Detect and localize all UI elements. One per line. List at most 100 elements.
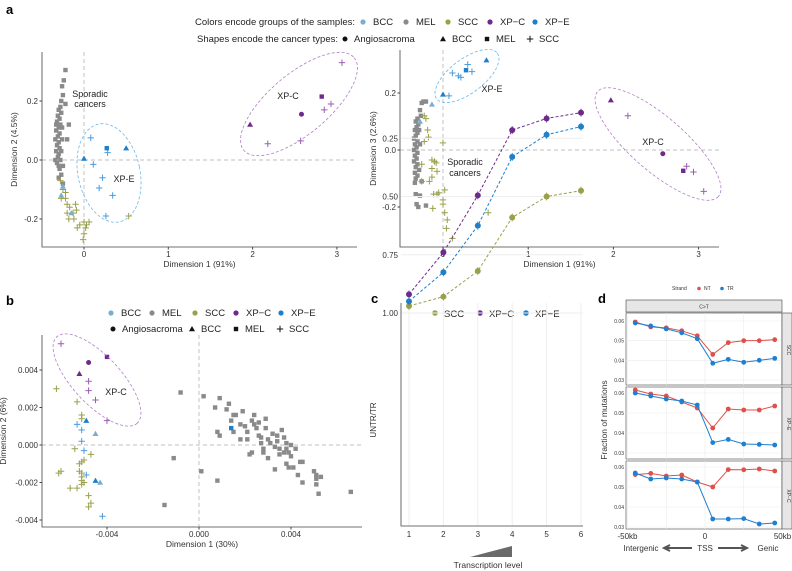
data-point-TR — [772, 442, 778, 448]
point-mel — [416, 127, 422, 133]
data-point-TR — [725, 356, 731, 362]
point-mel — [281, 450, 287, 455]
point-mel — [252, 412, 257, 418]
data-point-TR — [756, 521, 762, 527]
series-line-XP−C — [408, 112, 582, 295]
x-tick-label: 3 — [476, 530, 481, 539]
data-point — [509, 153, 516, 160]
point-mel — [59, 110, 64, 115]
point-mel — [416, 167, 422, 173]
point-mel — [265, 455, 271, 461]
point-scc — [73, 398, 81, 406]
point-xp-e — [83, 471, 90, 479]
point-mel — [419, 100, 424, 106]
point-mel — [314, 476, 319, 481]
point-mel — [63, 101, 68, 107]
data-point — [543, 193, 550, 200]
point-mel — [413, 119, 418, 124]
sporadic-label-2: cancers — [74, 99, 106, 109]
data-point — [578, 109, 584, 116]
point-scc — [72, 201, 79, 208]
legend-color-label: SCC — [205, 308, 225, 319]
point-xp-c — [76, 370, 83, 376]
point-mel — [217, 433, 222, 438]
legend-nt-dot — [697, 286, 701, 291]
legend-shapes-title: Shapes encode the cancer types: — [197, 34, 338, 45]
point-xp-c — [660, 151, 666, 157]
data-point — [578, 123, 584, 130]
point-mel — [60, 92, 66, 98]
strip-right-label: XP−C — [785, 489, 791, 503]
point-scc — [70, 215, 78, 223]
point-mel — [417, 107, 423, 113]
data-point — [578, 187, 584, 194]
legend-label: XP−E — [535, 309, 560, 320]
data-point-TR — [694, 336, 700, 342]
point-scc — [432, 159, 440, 167]
data-point-NT — [648, 471, 654, 476]
point-xp-e — [463, 68, 469, 73]
point-mel — [415, 130, 420, 136]
panel-c-line-chart: 1 2 3 4 5 6 0.25 0.50 0.75 1.00 UNTR/TR — [369, 108, 584, 539]
point-xp-e — [104, 149, 111, 156]
legend-shape-plus-icon — [526, 35, 534, 43]
series-line-XP−E — [408, 126, 582, 302]
point-scc — [444, 216, 451, 224]
point-mel — [249, 418, 255, 423]
point-scc — [87, 499, 95, 507]
point-mel — [57, 146, 62, 151]
data-point — [406, 298, 412, 305]
point-xp-e — [83, 417, 90, 423]
legend-color-dot — [487, 19, 493, 25]
point-mel — [53, 157, 58, 163]
point-mel — [295, 472, 301, 478]
xpc-ellipse — [240, 51, 358, 157]
data-point-TR — [725, 437, 731, 442]
legend-shape-label: Angiosacroma — [354, 34, 415, 45]
point-xp-e — [123, 145, 130, 151]
point-mel — [256, 433, 261, 438]
point-mel — [55, 154, 61, 160]
y-tick-label: 0.04 — [614, 358, 624, 364]
point-mel — [59, 84, 65, 89]
data-point-TR — [663, 396, 669, 402]
point-xp-e — [440, 91, 446, 97]
facet-XP−C: 0.03 0.04 0.05 0.06 XP−C — [614, 460, 792, 531]
point-mel — [199, 469, 204, 474]
point-mel — [286, 450, 291, 455]
point-mel — [415, 162, 420, 167]
point-scc — [428, 173, 436, 181]
point-xp-c — [327, 100, 335, 108]
point-xp-c — [103, 417, 111, 424]
facet-XP−E: 0.03 0.04 0.05 0.06 XP−E — [614, 386, 792, 460]
point-mel — [254, 425, 259, 431]
data-point — [406, 303, 412, 310]
data-point-NT — [756, 407, 762, 413]
data-point — [543, 115, 550, 122]
point-mel — [284, 440, 289, 446]
point-xp-e — [464, 61, 471, 68]
point-bcc — [428, 101, 435, 107]
y-tick-label: -0.004 — [15, 516, 38, 525]
point-xp-e — [445, 92, 453, 100]
point-bcc — [416, 118, 423, 124]
point-xp-e — [81, 155, 87, 161]
data-point — [474, 222, 481, 229]
point-mel — [53, 122, 59, 127]
data-point — [474, 268, 481, 275]
legend-shape-triangle-icon — [440, 36, 446, 42]
x-tick-label: 4 — [510, 530, 515, 539]
legend-color-label: XP−E — [291, 308, 316, 319]
legend-shape-label: Angiosacroma — [122, 324, 183, 335]
data-point-NT — [741, 467, 747, 473]
point-mel — [60, 163, 66, 169]
legend-color-dot — [108, 310, 114, 316]
x-tick-label: 2 — [611, 250, 616, 259]
point-mel — [413, 191, 418, 197]
point-scc — [67, 484, 74, 492]
x-tick-label: -0.004 — [96, 530, 119, 539]
point-scc — [76, 221, 83, 229]
legend-a: Colors encode groups of the samples: Sha… — [195, 17, 570, 45]
legend-strand-title: Strand — [672, 286, 687, 292]
point-mel — [412, 170, 418, 175]
